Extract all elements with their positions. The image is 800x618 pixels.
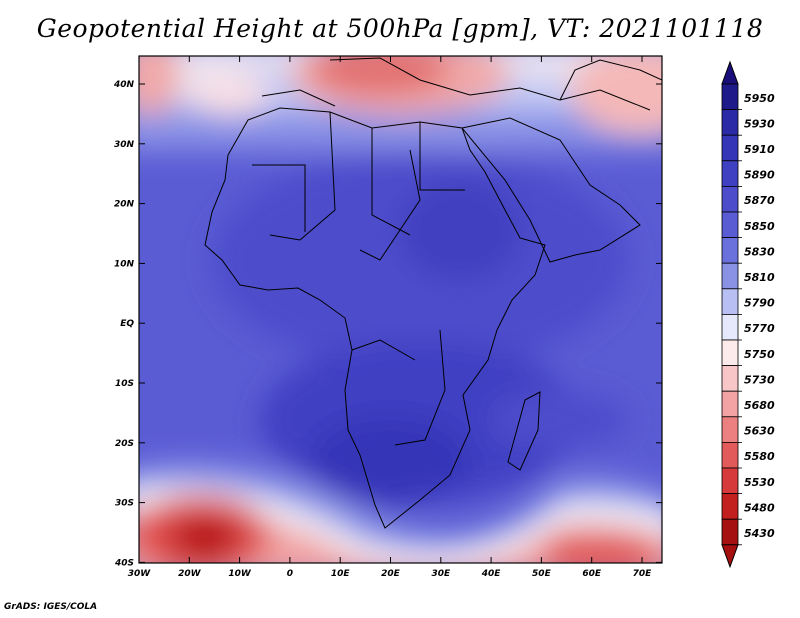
lon-label: 20W xyxy=(178,569,202,579)
colorbar-swatch xyxy=(721,288,739,315)
lat-label: 10S xyxy=(115,379,134,389)
colorbar-swatch xyxy=(721,441,739,469)
lon-label: 0 xyxy=(287,569,293,579)
lon-label: 30E xyxy=(431,569,451,579)
colorbar-swatch xyxy=(721,365,739,392)
colorbar-bottom-arrow xyxy=(721,544,739,569)
colorbar-swatch xyxy=(721,518,739,546)
coastlines xyxy=(204,57,662,529)
lon-label: 20E xyxy=(381,569,401,579)
colorbar-label: 5580 xyxy=(744,450,775,463)
grads-credit: GrADS: IGES/COLA xyxy=(4,602,98,612)
lon-label: 10E xyxy=(331,569,351,579)
colorbar-label: 5950 xyxy=(744,92,775,105)
colorbar-label: 5750 xyxy=(744,348,775,361)
colorbar-swatch xyxy=(721,339,739,367)
lat-label: 40S xyxy=(114,558,134,568)
height-field xyxy=(139,56,662,563)
colorbar-label: 5830 xyxy=(744,245,775,258)
map-title: Geopotential Height at 500hPa [gpm], VT:… xyxy=(36,14,764,43)
colorbar-label: 5730 xyxy=(744,373,775,386)
colorbar-swatch xyxy=(721,237,739,264)
colorbar-label: 5680 xyxy=(744,399,775,412)
colorbar-label: 5890 xyxy=(744,169,775,182)
colorbar-swatch xyxy=(721,109,739,136)
colorbar: 5950 5930 5910 5890 5870 5850 5830 5810 5790 5770… xyxy=(721,60,775,569)
colorbar-swatch xyxy=(721,467,739,495)
lon-label: 70E xyxy=(633,569,653,579)
lat-label: 40N xyxy=(113,80,135,90)
longitude-ticks: 30W 20W 10W 0 10E 20E 30E 40E 50E 60E 70E xyxy=(128,56,652,579)
colorbar-label: 5870 xyxy=(744,194,775,207)
colorbar-label: 5480 xyxy=(744,501,775,514)
colorbar-swatch xyxy=(721,185,739,213)
colorbar-swatch xyxy=(721,83,739,111)
colorbar-top-arrow xyxy=(721,60,739,85)
colorbar-label: 5930 xyxy=(744,117,775,130)
colorbar-swatch xyxy=(721,493,739,520)
colorbar-label: 5790 xyxy=(744,297,775,310)
colorbar-label: 5630 xyxy=(744,425,775,438)
lon-label: 60E xyxy=(582,569,602,579)
latitude-ticks: 40N 30N 20N 10N EQ 10S 20S 30S 40S xyxy=(113,80,662,568)
lon-label: 40E xyxy=(481,569,502,579)
colorbar-label: 5850 xyxy=(744,220,775,233)
lat-label: EQ xyxy=(120,319,134,329)
colorbar-label: 5770 xyxy=(744,322,775,335)
colorbar-label: 5430 xyxy=(744,527,775,540)
lon-label: 10W xyxy=(228,569,252,579)
map-frame xyxy=(138,55,663,564)
lat-label: 10N xyxy=(114,259,135,269)
colorbar-swatch xyxy=(721,262,739,290)
colorbar-label: 5810 xyxy=(744,271,775,284)
colorbar-label: 5530 xyxy=(744,476,775,489)
lon-label: 30W xyxy=(128,569,152,579)
lat-label: 30N xyxy=(114,140,135,150)
lat-label: 20S xyxy=(115,439,134,449)
lat-label: 20N xyxy=(114,200,135,210)
colorbar-swatch xyxy=(721,313,739,341)
colorbar-swatch xyxy=(721,134,739,162)
lon-label: 50E xyxy=(532,569,552,579)
lat-label: 30S xyxy=(115,499,134,509)
colorbar-label: 5910 xyxy=(744,143,775,156)
colorbar-swatch xyxy=(721,160,739,187)
colorbar-swatch xyxy=(721,211,739,239)
colorbar-swatch xyxy=(721,416,739,443)
colorbar-swatch xyxy=(721,390,739,418)
